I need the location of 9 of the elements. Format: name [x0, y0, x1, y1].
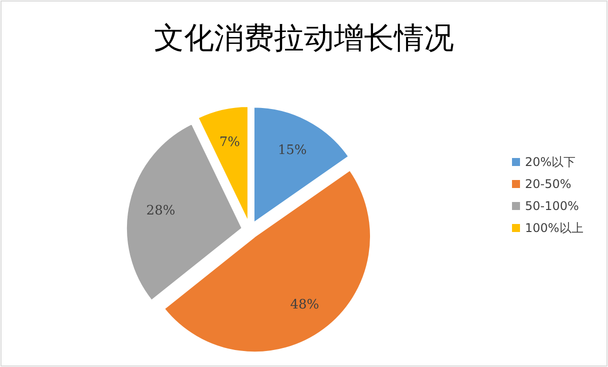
- data-label: 48%: [290, 297, 320, 312]
- legend-label: 100%以上: [525, 221, 584, 235]
- chart-title: 文化消费拉动增长情况: [154, 21, 454, 56]
- legend-label: 20-50%: [525, 177, 572, 191]
- data-label: 15%: [278, 142, 307, 158]
- data-label: 28%: [146, 204, 176, 219]
- legend-label: 50-100%: [525, 199, 579, 213]
- data-label: 7%: [219, 134, 240, 150]
- legend-label: 20%以下: [525, 155, 576, 169]
